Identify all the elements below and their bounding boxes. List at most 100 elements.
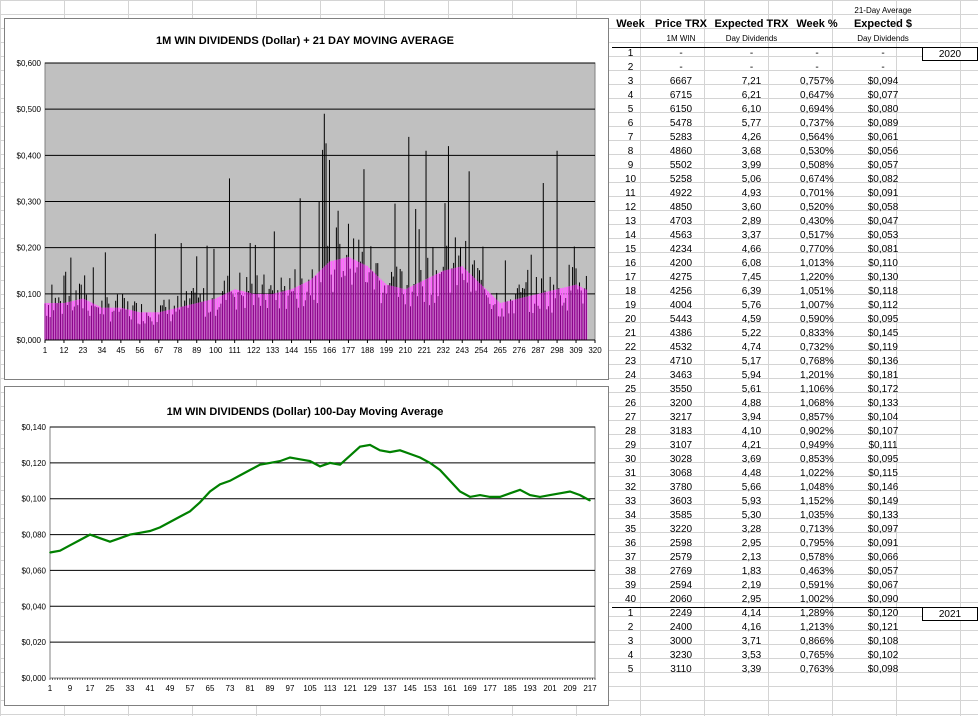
cell-expected-trx[interactable]: 5,66 (741, 482, 762, 493)
cell-expected-dollar[interactable]: $0,090 (867, 594, 899, 605)
cell-week[interactable]: 4 (627, 90, 634, 101)
cell-expected-trx[interactable]: 3,68 (741, 146, 762, 157)
cell-week[interactable]: 40 (624, 594, 637, 605)
cell-expected-dollar[interactable]: $0,102 (867, 650, 899, 661)
cell-week-percent[interactable]: 0,674% (800, 174, 834, 185)
cell-price-trx[interactable]: 6150 (669, 104, 693, 115)
cell-week-percent[interactable]: 1,002% (800, 594, 834, 605)
cell-week[interactable]: 20 (624, 314, 637, 325)
cell-expected-dollar[interactable]: $0,107 (867, 426, 899, 437)
cell-expected-trx[interactable]: 4,21 (741, 440, 762, 451)
cell-expected-dollar[interactable]: $0,056 (867, 146, 899, 157)
cell-week-percent[interactable]: 1,068% (800, 398, 834, 409)
cell-price-trx[interactable]: 4004 (669, 300, 693, 311)
cell-expected-trx[interactable]: 2,89 (741, 216, 762, 227)
cell-price-trx[interactable]: - (679, 48, 683, 59)
cell-week-percent[interactable]: 0,694% (800, 104, 834, 115)
cell-expected-dollar[interactable]: $0,133 (867, 510, 899, 521)
table-row[interactable]: 39 2594 2,19 0,591% $0,067 (612, 579, 978, 593)
cell-week-percent[interactable]: 0,768% (800, 356, 834, 367)
cell-price-trx[interactable]: 4922 (669, 188, 693, 199)
cell-week[interactable]: 21 (624, 328, 637, 339)
table-row[interactable]: 27 3217 3,94 0,857% $0,104 (612, 411, 978, 425)
table-row[interactable]: 7 5283 4,26 0,564% $0,061 (612, 131, 978, 145)
cell-price-trx[interactable]: 2579 (669, 552, 693, 563)
cell-week-percent[interactable]: 0,902% (800, 426, 834, 437)
cell-expected-trx[interactable]: 4,74 (741, 342, 762, 353)
cell-expected-dollar[interactable]: $0,104 (867, 412, 899, 423)
cell-week-percent[interactable]: 0,765% (800, 650, 834, 661)
cell-expected-dollar[interactable]: $0,108 (867, 636, 899, 647)
cell-week-percent[interactable]: 0,647% (800, 90, 834, 101)
cell-expected-dollar[interactable]: $0,181 (867, 370, 899, 381)
cell-week[interactable]: 38 (624, 566, 637, 577)
cell-expected-trx[interactable]: 3,28 (741, 524, 762, 535)
cell-week-percent[interactable]: 0,578% (800, 552, 834, 563)
cell-week-percent[interactable]: 1,048% (800, 482, 834, 493)
table-row[interactable]: 18 4256 6,39 1,051% $0,118 (612, 285, 978, 299)
cell-week[interactable]: 10 (624, 174, 637, 185)
table-row[interactable]: 25 3550 5,61 1,106% $0,172 (612, 383, 978, 397)
cell-expected-trx[interactable]: 2,19 (741, 580, 762, 591)
cell-week[interactable]: 11 (625, 188, 636, 199)
cell-expected-dollar[interactable]: $0,098 (867, 664, 899, 675)
cell-expected-trx[interactable]: 2,13 (741, 552, 762, 563)
table-row[interactable]: 40 2060 2,95 1,002% $0,090 (612, 593, 978, 607)
table-row[interactable]: 29 3107 4,21 0,949% $0,111 (612, 439, 978, 453)
chart-100-day-moving-average[interactable]: 1M WIN DIVIDENDS (Dollar) 100-Day Moving… (4, 386, 609, 706)
cell-week-percent[interactable]: 0,463% (800, 566, 834, 577)
cell-expected-trx[interactable]: - (749, 62, 754, 73)
cell-week[interactable]: 13 (624, 216, 637, 227)
cell-price-trx[interactable]: 2400 (669, 622, 693, 633)
table-row[interactable]: 5 3110 3,39 0,763% $0,098 (612, 663, 978, 677)
cell-price-trx[interactable]: 4703 (669, 216, 693, 227)
cell-price-trx[interactable]: 3107 (669, 440, 693, 451)
cell-price-trx[interactable]: 3217 (669, 412, 693, 423)
cell-week-percent[interactable]: 1,201% (800, 370, 834, 381)
cell-week[interactable]: 18 (624, 286, 637, 297)
cell-week-percent[interactable]: 0,770% (800, 244, 834, 255)
cell-week[interactable]: 6 (627, 118, 634, 129)
cell-week-percent[interactable]: 0,713% (800, 524, 834, 535)
cell-week-percent[interactable]: 0,737% (800, 118, 834, 129)
cell-price-trx[interactable]: 3603 (669, 496, 693, 507)
cell-expected-dollar[interactable]: $0,095 (867, 314, 899, 325)
cell-price-trx[interactable]: 4386 (669, 328, 693, 339)
cell-expected-dollar[interactable]: $0,149 (867, 496, 899, 507)
cell-week[interactable]: 5 (627, 104, 634, 115)
table-row[interactable]: 13 4703 2,89 0,430% $0,047 (612, 215, 978, 229)
cell-expected-trx[interactable]: 3,60 (741, 202, 762, 213)
cell-expected-dollar[interactable]: $0,080 (867, 104, 899, 115)
cell-expected-dollar[interactable]: - (881, 62, 885, 73)
cell-price-trx[interactable]: 3000 (669, 636, 693, 647)
cell-week[interactable]: 9 (627, 160, 634, 171)
cell-week-percent[interactable]: 1,013% (800, 258, 834, 269)
table-row[interactable]: 2 2400 4,16 1,213% $0,121 (612, 621, 978, 635)
cell-expected-trx[interactable]: 4,14 (741, 608, 762, 619)
cell-price-trx[interactable]: 3585 (669, 510, 693, 521)
cell-week[interactable]: 5 (627, 664, 634, 675)
cell-week-percent[interactable]: 1,220% (800, 272, 834, 283)
cell-week-percent[interactable]: 0,866% (800, 636, 834, 647)
cell-expected-trx[interactable]: 3,53 (741, 650, 762, 661)
cell-week-percent[interactable]: 1,051% (800, 286, 834, 297)
cell-expected-trx[interactable]: 2,95 (741, 538, 762, 549)
cell-price-trx[interactable]: 4200 (669, 258, 693, 269)
cell-week-percent[interactable]: 1,035% (800, 510, 834, 521)
cell-expected-trx[interactable]: 5,76 (741, 300, 762, 311)
cell-week-percent[interactable]: 0,833% (800, 328, 834, 339)
cell-week-percent[interactable]: 0,530% (800, 146, 834, 157)
cell-week-percent[interactable]: 0,517% (800, 230, 834, 241)
table-row[interactable]: 38 2769 1,83 0,463% $0,057 (612, 565, 978, 579)
cell-week[interactable]: 15 (624, 244, 637, 255)
cell-price-trx[interactable]: 2060 (669, 594, 693, 605)
cell-week-percent[interactable]: 1,289% (800, 608, 834, 619)
cell-expected-dollar[interactable]: $0,058 (867, 202, 899, 213)
table-row[interactable]: 24 3463 5,94 1,201% $0,181 (612, 369, 978, 383)
cell-week-percent[interactable]: 1,106% (800, 384, 834, 395)
cell-week-percent[interactable]: 0,590% (800, 314, 834, 325)
cell-expected-dollar[interactable]: $0,061 (867, 132, 899, 143)
table-row[interactable]: 10 5258 5,06 0,674% $0,082 (612, 173, 978, 187)
table-row[interactable]: 6 5478 5,77 0,737% $0,089 (612, 117, 978, 131)
cell-expected-dollar[interactable]: $0,091 (867, 538, 899, 549)
